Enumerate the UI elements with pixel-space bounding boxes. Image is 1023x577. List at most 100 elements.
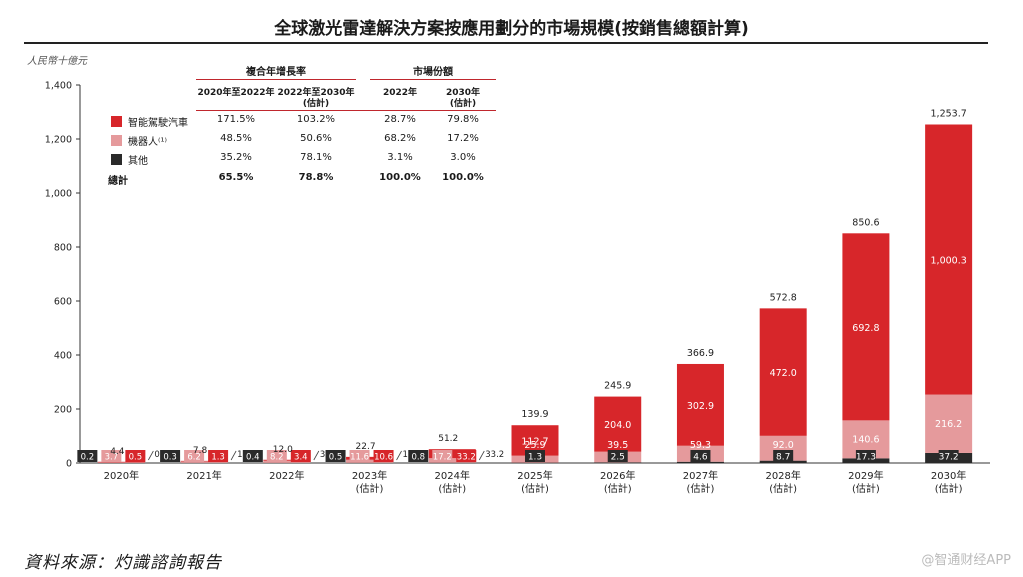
x-tick-label: 2030年	[931, 469, 966, 482]
share-2030: 79.8%	[447, 114, 479, 125]
y-tick-label: 1,000	[45, 189, 72, 200]
label-other: 0.8	[412, 453, 426, 463]
y-tick-label: 400	[54, 351, 72, 362]
bar-segment-auto	[97, 461, 145, 463]
legend-label: 機器人⁽¹⁾	[128, 137, 167, 148]
label-auto: 692.8	[852, 323, 879, 334]
share-2022: 3.1%	[387, 152, 413, 163]
label-auto-box	[456, 450, 477, 462]
share-header-rule	[370, 79, 496, 80]
col-header-2-line1: 2022年至2030年	[277, 88, 355, 98]
total-cagr-2022-2030: 78.8%	[298, 172, 334, 183]
label-auto: 33.2	[457, 453, 476, 463]
x-tick-estimate-label: (估計)	[852, 482, 880, 495]
total-share-2022: 100.0%	[379, 172, 421, 183]
bar-segment-auto	[842, 233, 890, 421]
label-robot: 92.0	[773, 440, 794, 451]
label-other: 37.2	[939, 453, 959, 463]
x-tick-estimate-label: (估計)	[687, 482, 715, 495]
y-tick-label: 1,200	[45, 135, 72, 146]
x-tick-label: 2029年	[848, 469, 883, 482]
label-auto: 204.0	[604, 420, 631, 431]
total-share-2030: 100.0%	[442, 172, 484, 183]
label-other-box	[690, 450, 711, 462]
label-auto: 112.7	[521, 436, 548, 447]
bar-total-label: 850.6	[852, 217, 879, 228]
label-robot-box	[349, 450, 370, 462]
x-tick-label: 2027年	[683, 469, 718, 482]
label-auto: 0.5	[129, 453, 143, 463]
x-tick-label: 2023年	[352, 469, 387, 482]
watermark: @智通财经APP	[921, 553, 1011, 568]
bar-total-label: 572.8	[770, 292, 797, 303]
x-tick-label: 2028年	[765, 469, 800, 482]
cagr-2022-2030: 103.2%	[296, 114, 336, 125]
label-robot: 8.2	[270, 453, 284, 463]
label-other: 17.3	[856, 453, 876, 463]
label-connector	[230, 450, 237, 461]
bar-total-label: 12.0	[273, 445, 293, 455]
label-other-box	[525, 450, 545, 462]
label-robot: 11.6	[350, 453, 369, 463]
label-other-box	[242, 450, 263, 462]
label-other-box	[408, 450, 429, 462]
label-other-box	[325, 450, 346, 462]
label-auto-box	[373, 450, 394, 462]
x-tick-estimate-label: (估計)	[521, 482, 549, 495]
label-robot: 25.9	[524, 440, 545, 451]
bar-segment-other	[594, 462, 642, 463]
bar-segment-robot	[97, 461, 145, 463]
col-header-2-line2: (估計)	[302, 99, 330, 109]
label-auto: 472.0	[770, 368, 797, 379]
legend-swatch-auto	[111, 116, 122, 127]
label-other-box	[855, 450, 876, 462]
x-tick-label: 2025年	[517, 469, 552, 482]
share-2030: 3.0%	[450, 152, 476, 163]
bar-total-label: 22.7	[356, 442, 376, 452]
bar-segment-other	[346, 462, 394, 464]
legend-row-auto: 智能駕駛汽車 171.5% 103.2% 28.7% 79.8%	[108, 114, 508, 130]
label-other: 2.5	[611, 453, 625, 463]
label-auto: 1.3	[211, 453, 225, 463]
cagr-2020-2022: 35.2%	[220, 152, 252, 163]
label-auto-box	[290, 450, 311, 462]
bar-total-label: 4.4	[110, 447, 125, 457]
legend-swatch-other	[111, 154, 122, 165]
chart-title: 全球激光雷達解決方案按應用劃分的市場規模(按銷售總額計算)	[274, 19, 749, 39]
bar-segment-other	[263, 462, 311, 464]
label-connector	[313, 450, 320, 461]
x-tick-estimate-label: (估計)	[356, 482, 384, 495]
legend-label: 其他	[128, 156, 148, 167]
x-tick-label: 2021年	[186, 469, 221, 482]
label-other-box	[607, 450, 628, 462]
label-other: 8.7	[776, 453, 790, 463]
bar-total-label: 245.9	[604, 381, 631, 392]
legend-row-other: 其他 35.2% 78.1% 3.1% 3.0%	[108, 152, 508, 168]
y-tick-label: 200	[54, 405, 72, 416]
bar-segment-other	[676, 461, 724, 463]
col-header-3: 2022年	[382, 88, 418, 98]
label-robot: 216.2	[935, 419, 962, 430]
label-connector	[148, 450, 154, 461]
label-robot-box	[432, 450, 453, 462]
y-tick-label: 600	[54, 297, 72, 308]
label-other: 4.6	[693, 453, 708, 463]
col-header-4-line2: (估計)	[449, 99, 477, 109]
share-header: 市場份額	[413, 67, 453, 78]
bar-total-label: 1,253.7	[931, 109, 967, 120]
bar-segment-other	[180, 462, 228, 464]
label-auto: 3.4	[294, 453, 308, 463]
cagr-2022-2030: 50.6%	[300, 133, 332, 144]
label-robot: 6.2	[187, 453, 201, 463]
bar-segment-auto	[925, 124, 973, 395]
label-connector	[478, 450, 485, 461]
bar-total-label: 139.9	[521, 409, 548, 420]
legend-row-robot: 機器人⁽¹⁾ 48.5% 50.6% 68.2% 17.2%	[108, 133, 508, 149]
label-robot: 39.5	[607, 440, 628, 451]
x-tick-label: 2022年	[269, 469, 304, 482]
share-2030: 17.2%	[447, 133, 479, 144]
label-other-box	[77, 450, 98, 462]
y-axis-unit-label: 人民幣十億元	[27, 56, 87, 67]
share-2022: 68.2%	[384, 133, 416, 144]
